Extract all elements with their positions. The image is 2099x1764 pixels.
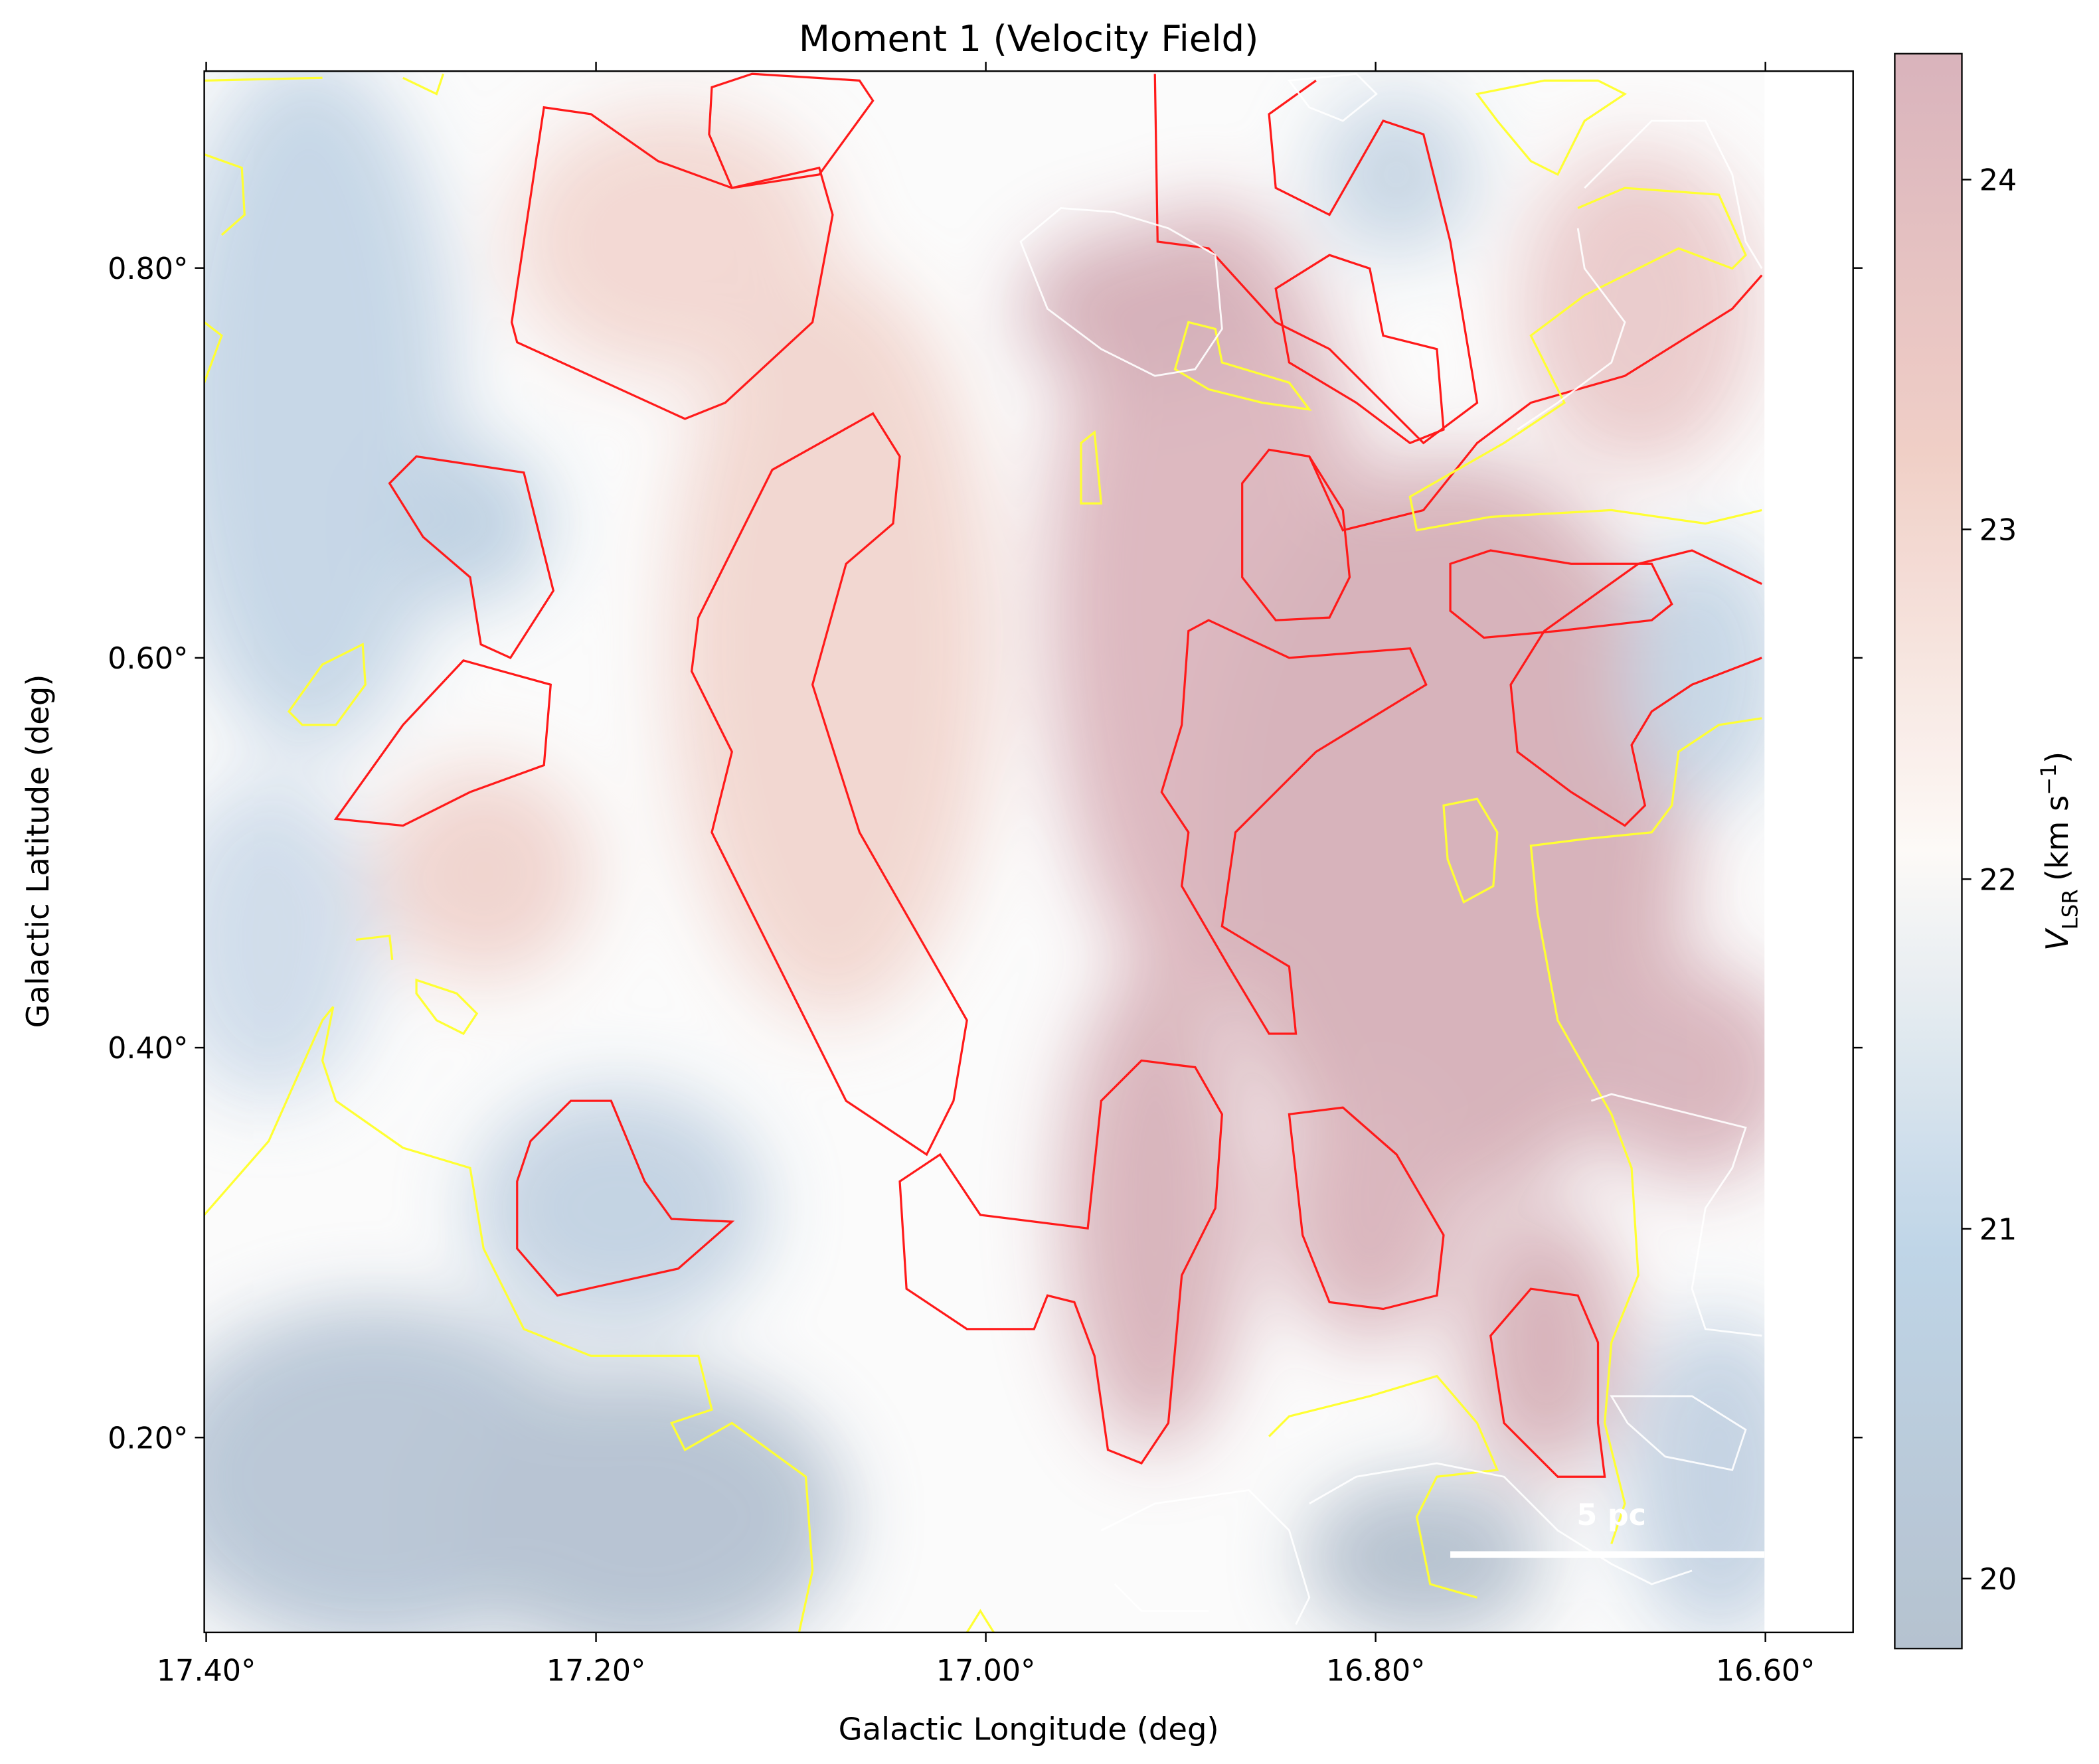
colorbar-tick-label: 23: [1979, 514, 2017, 548]
colorbar-subscript: LSR: [2057, 889, 2082, 929]
y-tick-label: 0.40°: [108, 1032, 188, 1066]
x-tick-label: 16.80°: [1326, 1654, 1426, 1688]
colorbar-exponent: −1: [2036, 763, 2061, 795]
colorbar-tick-label: 22: [1979, 863, 2017, 897]
colorbar-label: VLSR (km s−1): [2036, 752, 2082, 951]
x-tick-label: 17.20°: [546, 1654, 646, 1688]
axes-frame: [203, 70, 1854, 1634]
velocity-field: 5 pc: [204, 71, 1765, 1633]
y-axis-label: Galactic Latitude (deg): [20, 674, 56, 1028]
y-tick-label: 0.80°: [108, 252, 188, 286]
colorbar-symbol: V: [2039, 927, 2075, 951]
x-tick-label: 17.00°: [936, 1654, 1036, 1688]
colorbar-tick-label: 24: [1979, 164, 2017, 198]
y-tick-label: 0.60°: [108, 642, 188, 676]
colorbar: [1894, 52, 1963, 1650]
colorbar-unit: (km s: [2039, 795, 2075, 881]
x-tick-label: 17.40°: [157, 1654, 256, 1688]
colorbar-tick-label: 21: [1979, 1213, 2017, 1247]
chart-title: Moment 1 (Velocity Field): [799, 17, 1259, 60]
scale-bar-label: 5 pc: [1576, 1498, 1646, 1532]
colorbar-tick-label: 20: [1979, 1563, 2017, 1597]
colorbar-close: ): [2039, 752, 2075, 763]
x-axis-label: Galactic Longitude (deg): [839, 1712, 1219, 1747]
y-tick-label: 0.20°: [108, 1421, 188, 1455]
x-tick-label: 16.60°: [1716, 1654, 1815, 1688]
